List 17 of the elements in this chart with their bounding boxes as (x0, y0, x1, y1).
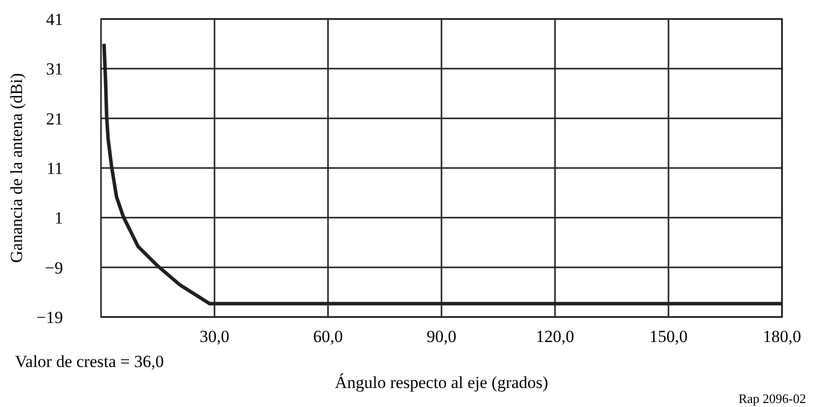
x-tick-label: 30,0 (200, 327, 230, 346)
x-tick-label: 150,0 (649, 327, 688, 346)
x-axis-title: Ángulo respecto al eje (grados) (334, 373, 548, 392)
y-tick-label: 31 (46, 60, 63, 79)
y-axis-title: Ganancia de la antena (dBi) (7, 73, 26, 263)
text: Valor de cresta = 36,0 (15, 352, 164, 371)
y-tick-label: 21 (46, 109, 63, 128)
y-tick-label: 41 (46, 10, 63, 29)
text: Rap 2096-02 (738, 391, 806, 406)
x-tick-label: 120,0 (536, 327, 574, 346)
x-tick-label: 60,0 (313, 327, 343, 346)
x-tick-label: 180,0 (762, 327, 802, 346)
y-tick-label: −19 (36, 308, 63, 327)
y-tick-label: −9 (44, 258, 63, 278)
y-tick-label: 11 (46, 159, 63, 178)
x-tick-label: 90,0 (426, 327, 456, 346)
y-tick-label: 1 (54, 208, 63, 228)
